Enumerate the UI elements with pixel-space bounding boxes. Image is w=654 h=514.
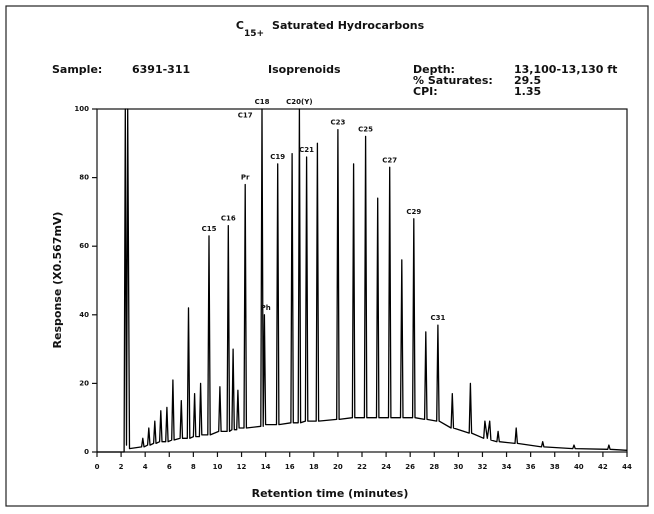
- x-tick-label: 14: [261, 463, 271, 471]
- y-tick-label: 60: [79, 242, 89, 250]
- info-value: 29.5: [514, 74, 541, 87]
- y-tick-label: 80: [79, 174, 89, 182]
- x-tick-label: 42: [598, 463, 608, 471]
- y-tick-label: 0: [84, 448, 89, 456]
- x-tick-label: 12: [237, 463, 247, 471]
- x-tick-label: 30: [453, 463, 463, 471]
- x-tick-label: 22: [357, 463, 367, 471]
- x-tick-label: 8: [191, 463, 196, 471]
- chart-title: C15+ Saturated Hydrocarbons: [236, 19, 425, 39]
- info-block: Depth: 13,100-13,130 ft % Saturates: 29.5 CP…: [413, 63, 617, 98]
- x-tick-label: 28: [429, 463, 439, 471]
- peak-label: C25: [358, 125, 373, 133]
- title-subscript: 15+: [244, 29, 264, 39]
- x-tick-label: 4: [143, 463, 148, 471]
- peak-label: C21: [299, 146, 314, 154]
- x-tick-label: 2: [119, 463, 124, 471]
- page-frame: [5, 5, 649, 507]
- x-tick-label: 18: [309, 463, 319, 471]
- title-rest: Saturated Hydrocarbons: [272, 19, 425, 32]
- x-tick-label: 34: [502, 463, 512, 471]
- x-tick-label: 16: [285, 463, 295, 471]
- sample-value: 6391-311: [132, 63, 190, 76]
- peak-label: C31: [430, 314, 445, 322]
- x-tick-label: 44: [622, 463, 632, 471]
- x-tick-label: 0: [95, 463, 100, 471]
- info-label: % Saturates:: [413, 74, 493, 87]
- peak-label: Ph: [261, 304, 271, 312]
- peak-label: C18: [255, 98, 270, 106]
- group-label: Isoprenoids: [268, 63, 341, 76]
- x-tick-label: 24: [381, 463, 391, 471]
- x-axis-label: Retention time (minutes): [252, 487, 409, 500]
- peak-label: C17: [238, 112, 253, 120]
- info-label: CPI:: [413, 85, 438, 98]
- info-value: 13,100-13,130 ft: [514, 63, 617, 76]
- peak-label: C29: [406, 208, 421, 216]
- peak-label: C20(Y): [286, 98, 312, 106]
- info-value: 1.35: [514, 85, 541, 98]
- peak-label: C16: [221, 215, 236, 223]
- x-tick-label: 36: [526, 463, 536, 471]
- peak-label: C15: [202, 225, 217, 233]
- y-tick-label: 20: [79, 379, 89, 387]
- plot-frame: [96, 108, 628, 453]
- peak-label: C23: [330, 119, 345, 127]
- chromatogram-trace: [97, 108, 628, 453]
- sample-label: Sample:: [52, 63, 102, 76]
- x-tick-label: 10: [213, 463, 223, 471]
- peak-label: Pr: [241, 173, 250, 181]
- x-tick-label: 40: [574, 463, 584, 471]
- y-tick-label: 100: [74, 105, 89, 113]
- y-tick-label: 40: [79, 311, 89, 319]
- x-tick-label: 26: [405, 463, 415, 471]
- x-tick-label: 20: [333, 463, 343, 471]
- x-tick-label: 38: [550, 463, 560, 471]
- peak-label: C19: [270, 153, 285, 161]
- peak-label: C27: [382, 156, 397, 164]
- info-label: Depth:: [413, 63, 455, 76]
- x-tick-label: 32: [478, 463, 488, 471]
- title-main: C: [236, 19, 244, 32]
- y-axis-label: Response (X0.567mV): [51, 212, 64, 349]
- x-tick-label: 6: [167, 463, 172, 471]
